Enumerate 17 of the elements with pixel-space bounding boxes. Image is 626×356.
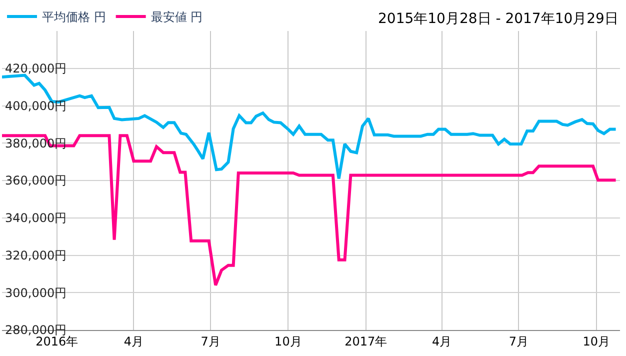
y-tick-label: 340,000円 <box>5 211 67 226</box>
legend-label: 最安値 円 <box>150 10 203 24</box>
x-tick-label: 7月 <box>200 334 220 348</box>
y-tick-label: 420,000円 <box>5 62 67 76</box>
x-tick-label: 4月 <box>432 334 452 348</box>
text: 2015年10月28日 - 2017年10月29日 <box>378 11 618 27</box>
x-tick-label: 7月 <box>508 334 529 348</box>
y-tick-label: 320,000円 <box>5 248 67 262</box>
x-tick-label: 4月 <box>124 334 144 348</box>
y-tick-label: 400,000円 <box>5 98 67 113</box>
line-series <box>2 134 618 287</box>
x-tick-label: 10月 <box>274 334 302 348</box>
x-tick-label: 10月 <box>582 334 610 348</box>
x-tick-label: 2017年 <box>344 334 388 348</box>
y-tick-label: 360,000円 <box>5 174 67 188</box>
legend-label: 平均価格 円 <box>42 10 106 24</box>
y-tick-label: 300,000円 <box>5 286 67 300</box>
